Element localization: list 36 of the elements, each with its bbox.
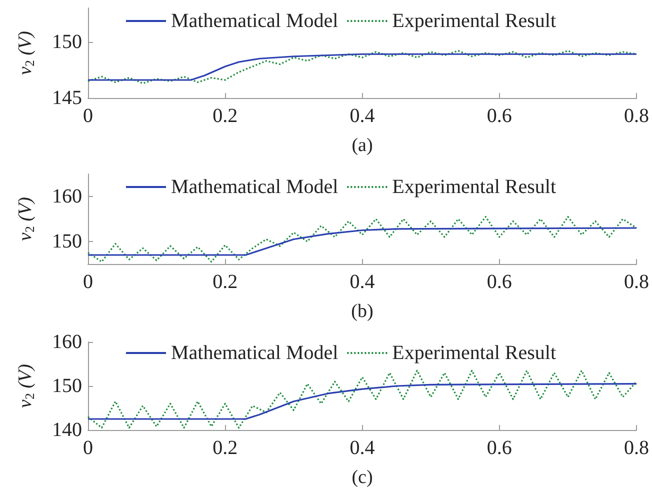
x-tick-label: 0	[83, 105, 93, 127]
x-axis-title: (c)	[352, 467, 373, 488]
x-tick-label: 0.6	[486, 105, 512, 127]
y-axis-title: v2 (V)	[15, 31, 37, 75]
y-tick-label: 150	[52, 30, 82, 53]
x-tick-label: 0.8	[624, 271, 649, 293]
legend-label: Mathematical Model	[171, 342, 339, 364]
legend-label: Experimental Result	[392, 342, 556, 364]
line-series	[87, 383, 638, 420]
legend-label: Mathematical Model	[171, 176, 339, 198]
x-tick-label: 0.4	[350, 271, 375, 293]
x-tick-label: 0	[83, 437, 93, 459]
y-tick-label: 150	[52, 230, 82, 252]
y-tick-label: 160	[52, 331, 82, 353]
x-tick-label: 0.2	[212, 271, 238, 293]
y-tick-label: 150	[52, 375, 82, 397]
y-axis-title: v2 (V)	[15, 364, 37, 408]
x-tick-label: 0.2	[212, 105, 238, 127]
x-tick-label: 0	[83, 271, 93, 293]
x-tick-label: 0.8	[624, 437, 649, 459]
x-tick-label: 0.8	[624, 105, 649, 127]
legend-label: Mathematical Model	[171, 10, 339, 32]
y-tick-label: 160	[52, 186, 82, 208]
y-tick-label: 145	[52, 87, 82, 109]
x-tick-label: 0.2	[212, 437, 238, 459]
x-tick-label: 0.6	[486, 437, 512, 459]
y-axis-title: v2 (V)	[15, 197, 37, 241]
x-tick-label: 0.4	[350, 437, 375, 459]
legend-label: Experimental Result	[392, 10, 556, 32]
x-tick-label: 0.4	[350, 105, 375, 127]
x-axis-title: (b)	[351, 301, 374, 322]
y-tick-label: 140	[52, 419, 82, 441]
x-axis-title: (a)	[352, 135, 373, 156]
legend-label: Experimental Result	[392, 176, 556, 198]
line-series	[87, 227, 638, 256]
x-tick-label: 0.6	[486, 271, 512, 293]
